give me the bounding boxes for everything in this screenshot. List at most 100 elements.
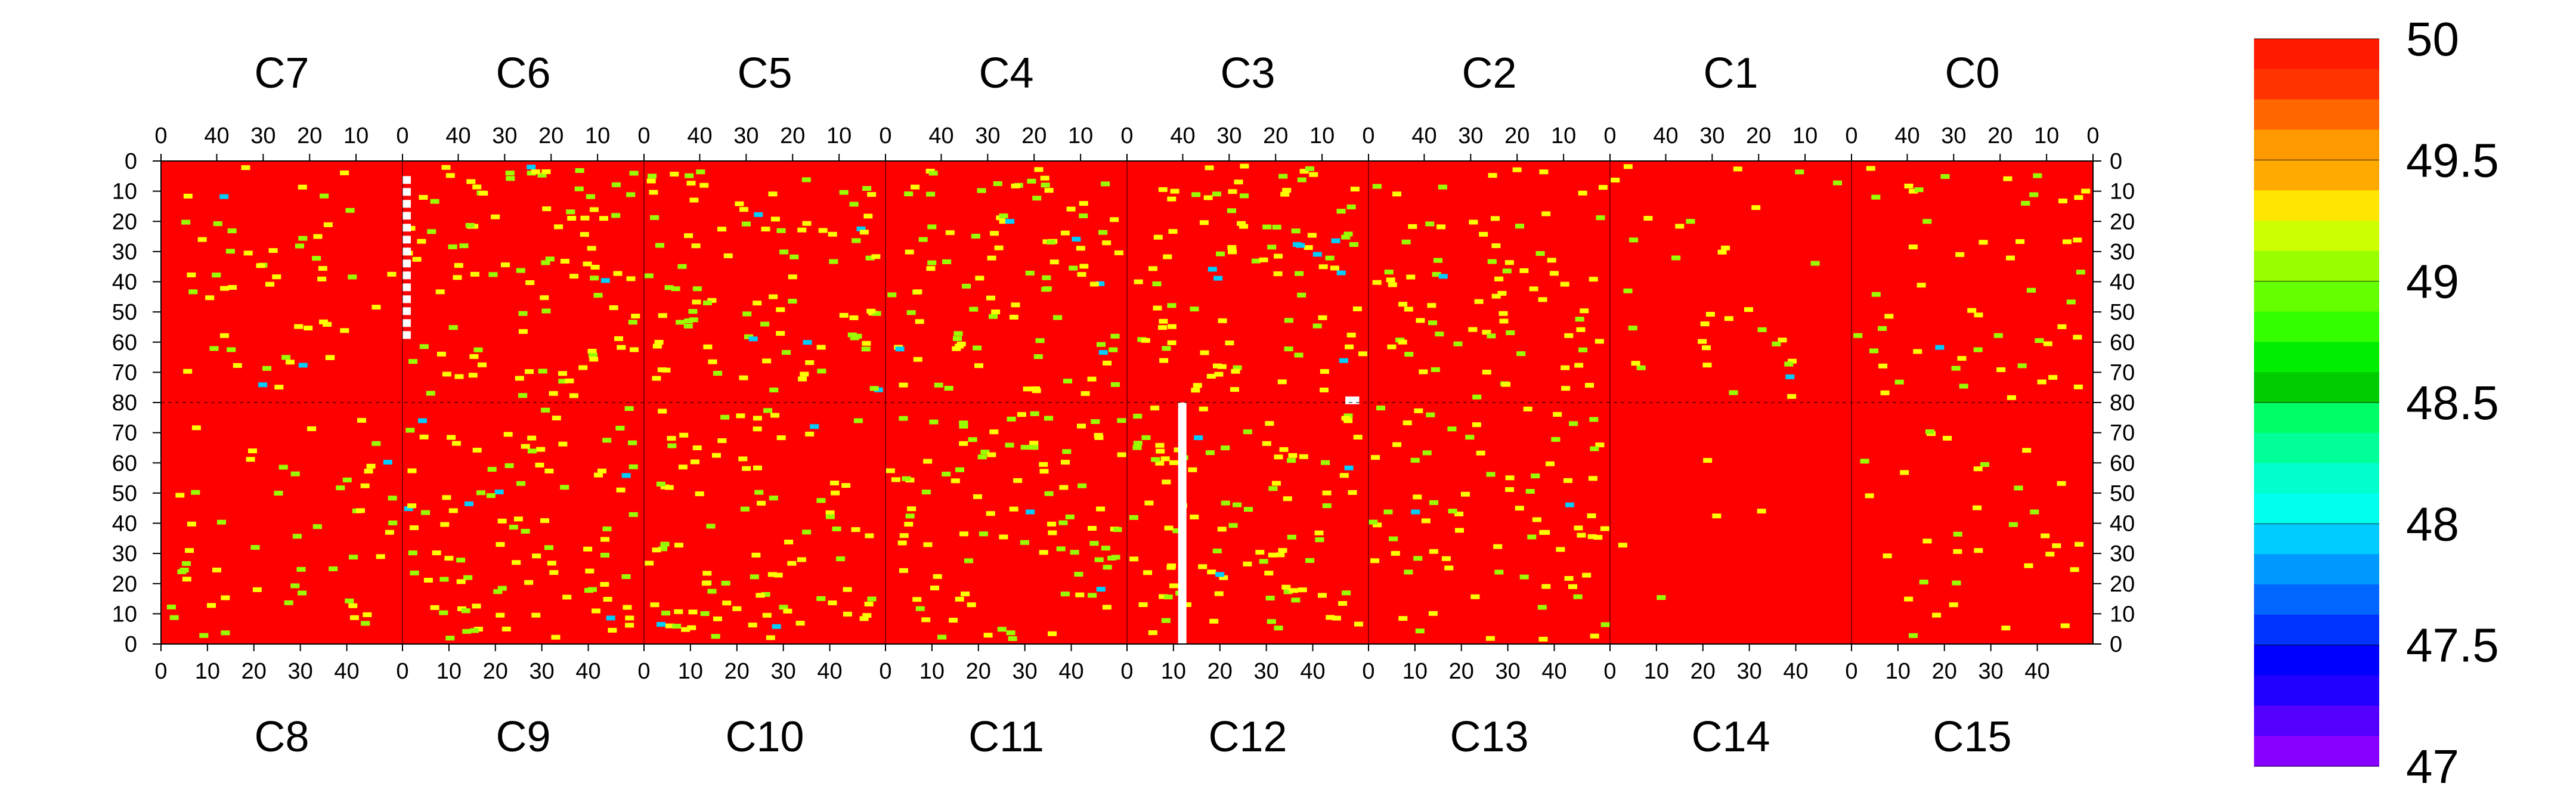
- hot-pixel: [2058, 199, 2067, 203]
- hot-pixel: [905, 513, 915, 519]
- hot-pixel: [660, 484, 670, 490]
- hot-pixel: [732, 606, 742, 611]
- hot-pixel: [967, 602, 976, 608]
- hot-pixel: [650, 215, 660, 220]
- hot-pixel: [1272, 224, 1281, 230]
- colorbar-segment: [2254, 524, 2379, 555]
- hot-pixel: [930, 586, 939, 590]
- hot-pixel: [831, 490, 840, 496]
- hot-pixel: [544, 545, 553, 550]
- hot-pixel: [349, 615, 359, 620]
- hot-pixel: [448, 508, 458, 513]
- hot-pixel: [580, 215, 590, 221]
- hot-pixel: [410, 570, 419, 575]
- hot-pixel: [1904, 184, 1914, 188]
- hot-pixel: [1402, 420, 1412, 426]
- right-y-tick-label: 70: [2110, 360, 2135, 385]
- hot-pixel: [1275, 552, 1285, 558]
- chip-label-bottom: C11: [968, 713, 1044, 761]
- hot-pixel: [1268, 486, 1278, 491]
- bottom-x-tick-label: 20: [1932, 659, 1957, 684]
- hot-pixel: [753, 301, 762, 306]
- hot-pixel: [767, 572, 777, 577]
- chip-label-bottom: C13: [1450, 713, 1528, 761]
- hot-pixel: [1996, 367, 2006, 372]
- hot-pixel: [692, 286, 702, 292]
- hot-pixel: [779, 249, 789, 255]
- colorbar-segment: [2254, 463, 2379, 494]
- hot-pixel: [832, 527, 841, 531]
- hot-pixel: [448, 325, 458, 330]
- top-x-tick-label: 0: [396, 123, 408, 148]
- hot-pixel: [955, 596, 964, 602]
- hot-pixel: [1398, 339, 1407, 345]
- hot-pixel: [1230, 387, 1239, 392]
- hot-pixel: [1039, 469, 1049, 474]
- hot-pixel: [1398, 302, 1408, 307]
- hot-pixel: [779, 605, 788, 610]
- hot-pixel: [986, 511, 995, 516]
- bottom-x-tick-label: 20: [483, 659, 508, 684]
- hot-pixel: [1551, 436, 1561, 442]
- hot-pixel: [439, 610, 448, 615]
- hot-pixel: [1008, 636, 1017, 641]
- hot-pixel: [1563, 478, 1572, 483]
- hot-pixel: [1502, 268, 1512, 274]
- hot-pixel: [614, 336, 623, 341]
- hot-pixel: [766, 635, 775, 640]
- hot-pixel: [1065, 514, 1075, 519]
- hot-pixel: [479, 191, 488, 196]
- hot-pixel: [1501, 382, 1511, 387]
- hot-pixel: [862, 186, 872, 191]
- top-x-tick-label: 30: [1458, 123, 1483, 148]
- hot-pixel: [1322, 503, 1332, 509]
- hot-pixel: [748, 336, 758, 342]
- bottom-x-tick-label: 40: [2024, 659, 2049, 684]
- hot-pixel: [1321, 460, 1330, 465]
- colorbar-segment: [2254, 160, 2379, 191]
- left-y-tick-label: 30: [112, 240, 137, 265]
- hot-pixel: [722, 600, 732, 606]
- left-y-tick-label: 50: [112, 300, 137, 325]
- hot-pixel: [2048, 374, 2058, 380]
- hot-pixel: [1883, 553, 1892, 559]
- hot-pixel: [179, 568, 189, 572]
- hot-pixel: [2015, 239, 2025, 244]
- top-x-tick-label: 20: [538, 123, 564, 148]
- hot-pixel: [205, 295, 215, 301]
- bottom-x-tick-label: 40: [1058, 659, 1083, 684]
- hot-pixel: [1414, 408, 1423, 413]
- dead-pixel-segment: [402, 176, 411, 184]
- hot-pixel: [1967, 308, 1977, 313]
- hot-pixel: [1231, 369, 1240, 374]
- hot-pixel: [1643, 216, 1653, 221]
- hot-pixel: [942, 472, 951, 476]
- hot-pixel: [1026, 509, 1035, 515]
- hot-pixel: [621, 574, 631, 579]
- hot-pixel: [655, 243, 664, 248]
- hot-pixel: [1214, 591, 1224, 596]
- hot-pixel: [886, 468, 895, 473]
- hot-pixel: [1243, 561, 1252, 566]
- hot-pixel: [2022, 448, 2032, 453]
- hot-pixel: [1349, 242, 1358, 247]
- top-x-tick-label: 20: [1263, 123, 1288, 148]
- hot-pixel: [537, 172, 547, 178]
- hot-pixel: [248, 448, 257, 454]
- hot-pixel: [1156, 448, 1165, 454]
- hot-pixel: [684, 233, 693, 239]
- hot-pixel: [1312, 252, 1322, 257]
- hot-pixel: [628, 440, 637, 445]
- dead-pixel-segment: [402, 200, 411, 208]
- left-y-tick-label: 80: [112, 391, 137, 416]
- hot-pixel: [623, 605, 632, 610]
- hot-pixel: [1309, 172, 1318, 177]
- colorbar-segment: [2254, 190, 2379, 221]
- hot-pixel: [1274, 626, 1283, 631]
- hot-pixel: [1228, 189, 1237, 194]
- hot-pixel: [478, 362, 487, 367]
- hot-pixel: [973, 345, 982, 351]
- hot-pixel: [736, 413, 745, 419]
- hot-pixel: [312, 256, 321, 261]
- hot-pixel: [770, 216, 780, 222]
